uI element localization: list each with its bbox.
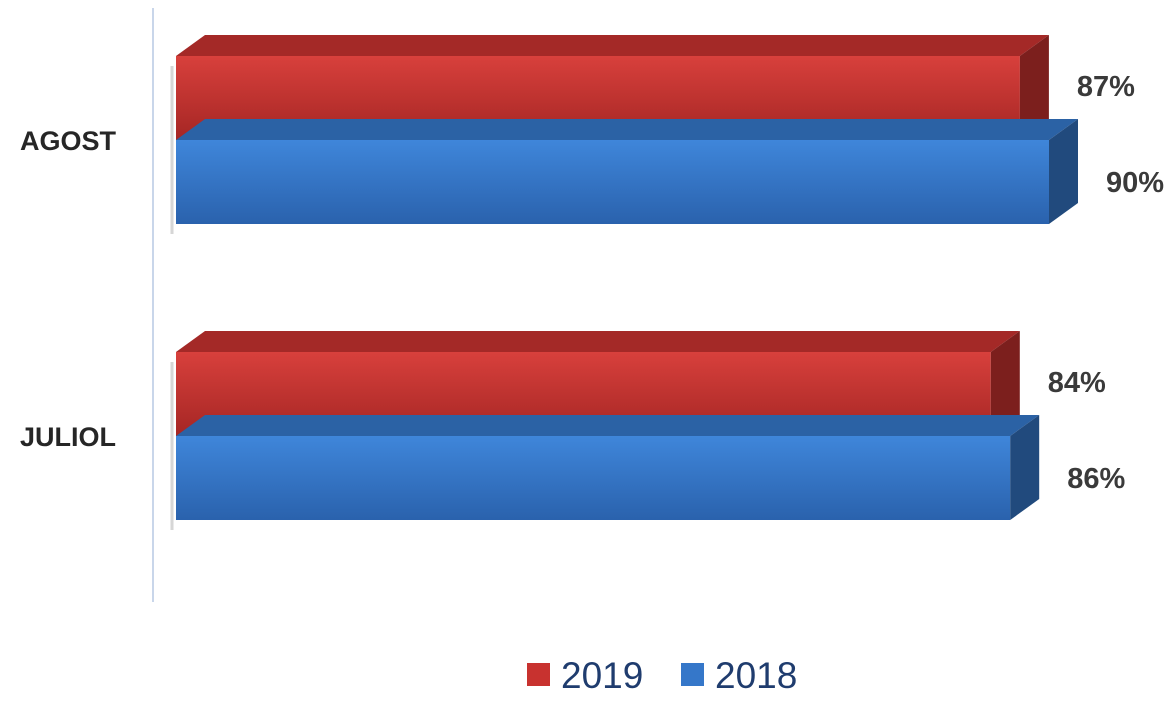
bar-agost-2018 bbox=[176, 119, 1078, 224]
legend-swatch-2018 bbox=[681, 663, 704, 686]
legend-item-2019: 2019 bbox=[527, 655, 643, 696]
bar-side-face bbox=[990, 331, 1020, 436]
bar-side-face bbox=[1019, 35, 1049, 140]
legend-label-2019: 2019 bbox=[561, 655, 643, 696]
bar-front-face bbox=[176, 436, 1011, 520]
bar-top-face bbox=[176, 35, 1049, 56]
bar-side-face bbox=[1010, 415, 1040, 520]
legend-item-2018: 2018 bbox=[681, 655, 797, 696]
bar-top-face bbox=[176, 119, 1078, 140]
bar-top-face bbox=[176, 415, 1040, 436]
category-label-agost: AGOST bbox=[20, 126, 117, 156]
data-label-agost-2018: 90% bbox=[1106, 167, 1164, 199]
bar-side-face bbox=[1049, 119, 1078, 224]
legend-swatch-2019 bbox=[527, 663, 550, 686]
data-label-juliol-2018: 86% bbox=[1067, 463, 1125, 495]
bar-juliol-2018 bbox=[176, 415, 1040, 520]
bar-front-face bbox=[176, 140, 1049, 224]
data-label-juliol-2019: 84% bbox=[1048, 367, 1106, 399]
data-label-agost-2019: 87% bbox=[1077, 71, 1135, 103]
legend-label-2018: 2018 bbox=[715, 655, 797, 696]
category-label-juliol: JULIOL bbox=[20, 422, 116, 452]
bar-top-face bbox=[176, 331, 1020, 352]
